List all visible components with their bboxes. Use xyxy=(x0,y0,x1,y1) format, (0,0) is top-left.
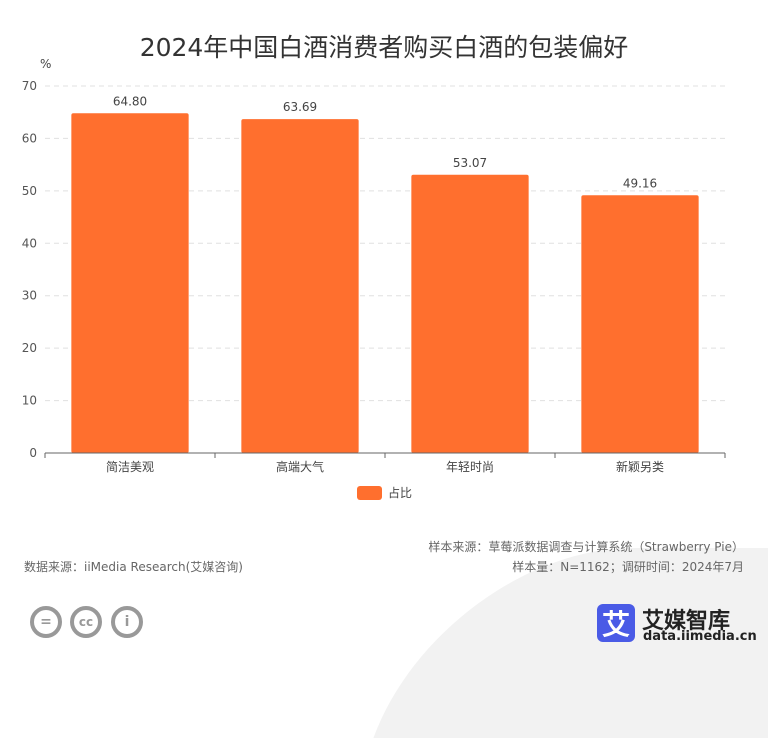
data-label: 49.16 xyxy=(623,176,657,190)
chart-title: 2024年中国白酒消费者购买白酒的包装偏好 xyxy=(139,33,629,62)
bar xyxy=(581,195,699,453)
cc-icon: cc xyxy=(70,606,102,638)
data-label: 64.80 xyxy=(113,94,147,108)
bar xyxy=(71,113,189,454)
person-icon: i xyxy=(111,606,143,638)
x-tick-label: 新颖另类 xyxy=(616,459,664,474)
y-tick-label: 70 xyxy=(22,79,37,93)
logo-url: data.iimedia.cn xyxy=(643,629,757,644)
y-tick-label: 0 xyxy=(29,446,37,460)
y-tick-label: 20 xyxy=(22,341,37,355)
bar-chart: % 0 10 20 30 40 50 60 70 64.80 简洁美观 63.69 高端大气 53.07 年… xyxy=(22,57,726,500)
data-label: 53.07 xyxy=(453,156,487,170)
y-tick-label: 50 xyxy=(22,184,37,198)
data-source: 数据来源：iiMedia Research(艾媒咨询) xyxy=(24,560,243,574)
x-tick-label: 简洁美观 xyxy=(106,460,154,474)
y-axis-unit: % xyxy=(40,57,51,71)
data-label: 63.69 xyxy=(283,100,317,114)
x-tick-label: 高端大气 xyxy=(276,459,324,474)
equals-icon: = xyxy=(30,606,62,638)
legend-label: 占比 xyxy=(388,485,412,500)
sample-source: 样本来源：草莓派数据调查与计算系统（Strawberry Pie） xyxy=(428,540,744,554)
x-tick-label: 年轻时尚 xyxy=(446,460,494,474)
logo-mark: 艾 xyxy=(597,604,635,642)
y-tick-label: 60 xyxy=(22,131,37,145)
bar xyxy=(241,119,359,453)
logo-name: 艾媒智库 xyxy=(642,609,731,634)
y-tick-label: 10 xyxy=(22,394,37,408)
bar xyxy=(411,174,529,453)
y-tick-label: 30 xyxy=(22,289,37,303)
legend-swatch xyxy=(357,486,382,500)
y-tick-label: 40 xyxy=(22,236,37,250)
sample-info: 样本量：N=1162；调研时间：2024年7月 xyxy=(512,560,744,574)
